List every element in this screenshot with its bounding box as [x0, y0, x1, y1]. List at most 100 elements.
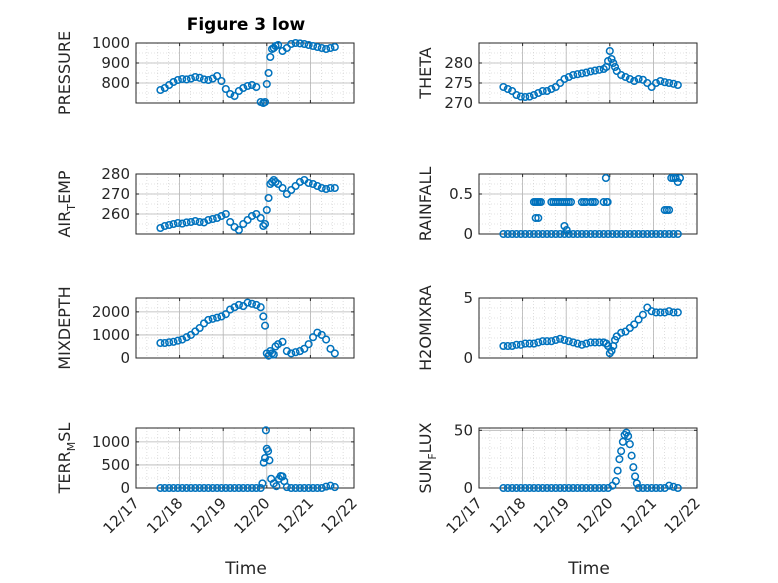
y-tick-label: 0: [463, 479, 473, 497]
data-point: [317, 43, 326, 53]
data-point: [512, 229, 521, 239]
data-point: [304, 483, 313, 493]
data-point: [590, 338, 600, 347]
data-point: [169, 337, 178, 346]
data-point: [521, 229, 530, 239]
data-point: [274, 179, 283, 189]
subplot-mixdepth: 0 1000 2000 MIXDEPTH: [55, 286, 355, 370]
data-point: [295, 39, 304, 48]
data-point: [525, 229, 534, 239]
data-point: [638, 310, 647, 319]
y-axis-label: MIXDEPTH: [55, 286, 74, 369]
data-point: [605, 46, 614, 56]
data-point: [582, 229, 591, 239]
data-point: [178, 483, 187, 493]
data-point: [547, 483, 556, 493]
data-point: [182, 75, 191, 84]
data-point: [665, 307, 674, 316]
series-markers: [499, 428, 682, 493]
data-point: [607, 54, 616, 64]
data-point: [217, 483, 226, 493]
data-point: [308, 179, 318, 189]
subplot-terr-msl: 0 500 1000 TERRMSL 12/17 12/18 12/19 12/20 12/21…: [55, 423, 361, 538]
data-point: [239, 83, 248, 93]
data-point: [204, 483, 213, 493]
data-point: [512, 90, 521, 100]
data-point: [282, 43, 291, 53]
data-point: [521, 339, 530, 348]
data-point: [199, 75, 209, 84]
data-point: [243, 483, 252, 493]
data-point: [300, 39, 309, 49]
data-point: [508, 229, 517, 239]
data-point: [651, 483, 661, 493]
data-point: [259, 221, 268, 231]
data-point: [613, 466, 622, 475]
data-point: [582, 68, 591, 77]
data-point: [551, 82, 560, 92]
data-point: [651, 229, 661, 239]
data-point: [182, 483, 191, 493]
data-point: [499, 341, 508, 351]
x-tick-label: 12/20: [573, 494, 616, 537]
data-point: [226, 483, 235, 493]
data-point: [647, 82, 656, 92]
data-point: [536, 197, 545, 207]
data-point: [199, 483, 209, 493]
data-point: [322, 184, 331, 194]
data-point: [586, 338, 595, 347]
data-point: [322, 44, 331, 54]
y-axis-label: TERRMSL: [55, 423, 78, 495]
data-point: [230, 483, 239, 493]
data-point: [671, 173, 680, 183]
data-point: [243, 298, 252, 307]
data-point: [261, 219, 270, 229]
data-point: [226, 89, 235, 99]
data-point: [234, 483, 243, 493]
data-point: [317, 330, 326, 339]
data-point: [564, 229, 573, 239]
data-point: [538, 229, 547, 239]
y-tick-label: 0: [120, 349, 130, 367]
y-tick-label: 270: [101, 185, 130, 203]
axes-box: [135, 42, 355, 104]
figure-title: Figure 3 low: [187, 15, 306, 35]
data-point: [604, 229, 613, 239]
data-point: [621, 72, 630, 82]
data-point: [156, 223, 165, 233]
data-point: [499, 483, 508, 493]
data-point: [634, 74, 643, 84]
data-point: [542, 337, 552, 346]
data-point: [230, 303, 239, 312]
data-point: [534, 338, 543, 347]
x-tick-label: 12/19: [530, 494, 573, 537]
data-point: [217, 211, 226, 221]
data-point: [160, 483, 169, 493]
data-point: [291, 38, 300, 48]
data-point: [586, 229, 595, 239]
data-point: [217, 76, 226, 86]
data-point: [508, 341, 517, 351]
data-point: [313, 181, 322, 191]
data-point: [516, 92, 525, 101]
data-point: [508, 483, 517, 493]
y-tick-label: 270: [444, 94, 473, 112]
data-point: [160, 338, 169, 348]
data-point: [625, 229, 634, 239]
data-point: [326, 43, 335, 53]
data-point: [208, 314, 217, 323]
data-point: [669, 482, 678, 491]
data-point: [208, 483, 217, 493]
axes-box: [478, 297, 698, 359]
data-point: [665, 78, 674, 88]
data-point: [503, 341, 512, 351]
data-point: [656, 483, 665, 493]
data-point: [630, 320, 639, 329]
data-point: [282, 189, 291, 199]
data-point: [560, 335, 569, 345]
data-point: [287, 185, 296, 195]
data-point: [317, 483, 326, 493]
data-point: [287, 39, 296, 49]
data-point: [621, 229, 630, 239]
data-point: [213, 71, 222, 81]
